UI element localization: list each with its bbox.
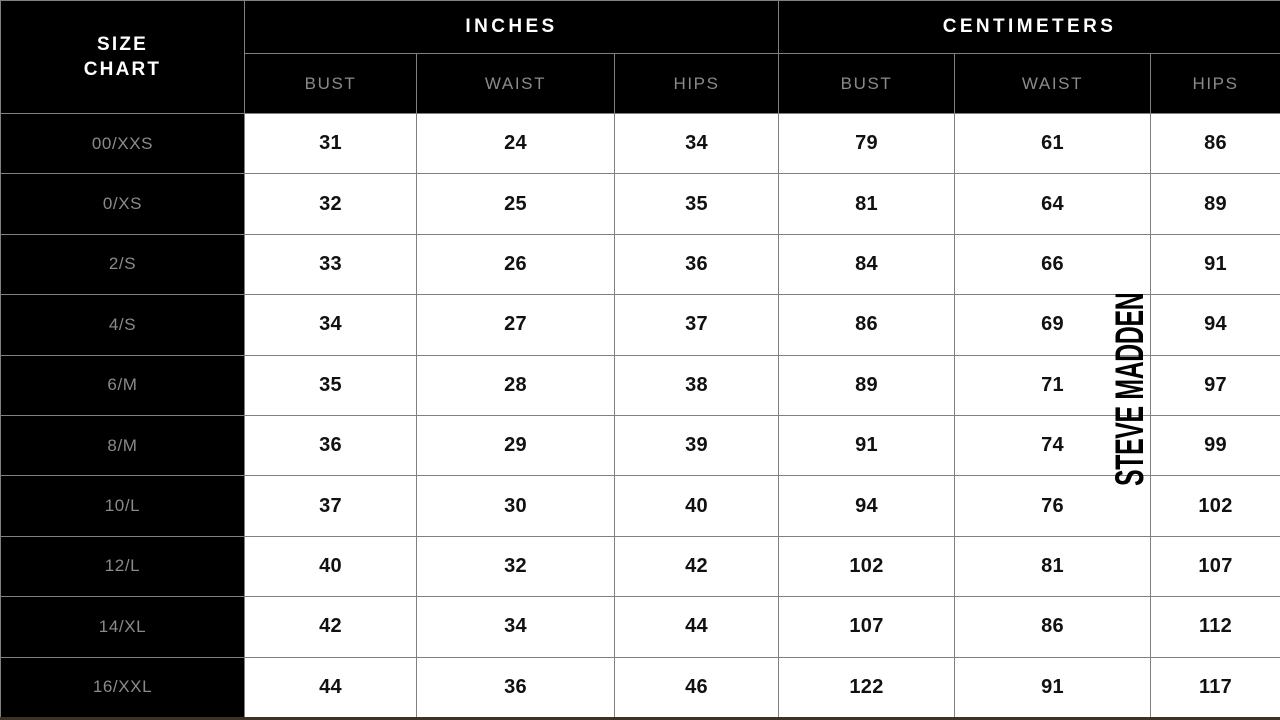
cell-inches-hips: 35 bbox=[613, 173, 780, 235]
cell-cm-bust: 84 bbox=[778, 233, 956, 296]
size-label-cell: 10/L bbox=[0, 475, 245, 537]
column-header-cm-bust: BUST bbox=[778, 53, 956, 114]
cell-cm-hips: 117 bbox=[1150, 656, 1280, 718]
size-label-cell: 16/XXL bbox=[0, 656, 245, 718]
cell-inches-bust: 40 bbox=[244, 535, 417, 598]
cell-inches-waist: 25 bbox=[416, 173, 615, 235]
cell-inches-waist: 28 bbox=[416, 354, 615, 416]
cell-cm-hips: 107 bbox=[1150, 535, 1280, 598]
size-label-cell: 8/M bbox=[0, 414, 245, 477]
unit-group-centimeters: CENTIMETERS bbox=[778, 0, 1280, 54]
cell-cm-bust: 107 bbox=[778, 596, 956, 658]
cell-inches-bust: 31 bbox=[244, 112, 417, 175]
unit-group-inches: INCHES bbox=[243, 0, 780, 54]
size-label-cell: 14/XL bbox=[0, 596, 245, 658]
column-header-inches-bust: BUST bbox=[244, 53, 417, 114]
cell-inches-hips: 46 bbox=[613, 656, 780, 718]
size-label-cell: 0/XS bbox=[0, 173, 245, 235]
table-row: 6/M 35 28 38 89 71 97 bbox=[0, 354, 1280, 416]
column-header-cm-waist: WAIST bbox=[954, 53, 1152, 114]
cell-inches-waist: 36 bbox=[416, 656, 615, 718]
cell-cm-waist: 71 bbox=[954, 354, 1152, 416]
cell-cm-hips: 99 bbox=[1150, 414, 1280, 477]
cell-inches-waist: 27 bbox=[416, 294, 615, 356]
column-header-inches-hips: HIPS bbox=[613, 53, 780, 114]
cell-inches-waist: 34 bbox=[416, 596, 615, 658]
cell-inches-bust: 35 bbox=[244, 354, 417, 416]
size-chart-title-line-1: SIZE bbox=[96, 33, 149, 55]
size-label-cell: 2/S bbox=[0, 233, 245, 296]
cell-inches-waist: 30 bbox=[416, 475, 615, 537]
cell-cm-bust: 89 bbox=[778, 354, 956, 416]
table-row: 12/L 40 32 42 102 81 107 bbox=[0, 535, 1280, 598]
cell-inches-hips: 34 bbox=[613, 112, 780, 175]
cell-cm-hips: 89 bbox=[1150, 173, 1280, 235]
size-label-cell: 4/S bbox=[0, 294, 245, 356]
cell-inches-bust: 37 bbox=[244, 475, 417, 537]
table-head: SIZE CHART INCHES CENTIMETERS BUST WAIST… bbox=[0, 0, 1280, 114]
unit-group-header-row: SIZE CHART INCHES CENTIMETERS bbox=[0, 0, 1280, 114]
cell-cm-bust: 86 bbox=[778, 294, 956, 356]
cell-cm-waist: 91 bbox=[954, 656, 1152, 718]
table-row: 00/XXS 31 24 34 79 61 86 bbox=[0, 112, 1280, 175]
cell-inches-bust: 36 bbox=[244, 414, 417, 477]
cell-cm-waist: 64 bbox=[954, 173, 1152, 235]
cell-inches-hips: 44 bbox=[613, 596, 780, 658]
size-label-cell: 00/XXS bbox=[0, 112, 245, 175]
cell-inches-hips: 42 bbox=[613, 535, 780, 598]
column-header-cm-hips: HIPS bbox=[1150, 53, 1280, 114]
size-chart-title-line-2: CHART bbox=[83, 59, 162, 80]
size-label-cell: 12/L bbox=[0, 535, 245, 598]
table-row: 8/M 36 29 39 91 74 99 bbox=[0, 414, 1280, 477]
cell-inches-hips: 40 bbox=[613, 475, 780, 537]
cell-inches-hips: 36 bbox=[613, 233, 780, 296]
cell-cm-waist: 81 bbox=[954, 535, 1152, 598]
table-row: 2/S 33 26 36 84 66 91 bbox=[0, 233, 1280, 296]
size-label-cell: 6/M bbox=[0, 354, 245, 416]
cell-cm-hips: 112 bbox=[1150, 596, 1280, 658]
cell-inches-bust: 32 bbox=[244, 173, 417, 235]
cell-cm-waist: 61 bbox=[954, 112, 1152, 175]
cell-cm-bust: 94 bbox=[778, 475, 956, 537]
cell-inches-hips: 37 bbox=[613, 294, 780, 356]
cell-cm-hips: 102 bbox=[1150, 475, 1280, 537]
cell-cm-waist: 66 bbox=[954, 233, 1152, 296]
cell-inches-waist: 29 bbox=[416, 414, 615, 477]
cell-cm-bust: 79 bbox=[778, 112, 956, 175]
cell-cm-hips: 91 bbox=[1150, 233, 1280, 296]
table-body: 00/XXS 31 24 34 79 61 86 0/XS 32 25 35 81 64 89 2/S 33 2… bbox=[0, 112, 1280, 718]
cell-cm-bust: 81 bbox=[778, 173, 956, 235]
table-row: 10/L 37 30 40 94 76 102 bbox=[0, 475, 1280, 537]
cell-inches-waist: 26 bbox=[416, 233, 615, 296]
table-row: 4/S 34 27 37 86 69 94 bbox=[0, 294, 1280, 356]
cell-cm-bust: 122 bbox=[778, 656, 956, 718]
table-row: 16/XXL 44 36 46 122 91 117 bbox=[0, 656, 1280, 718]
cell-cm-hips: 86 bbox=[1150, 112, 1280, 175]
cell-cm-waist: 74 bbox=[954, 414, 1152, 477]
cell-cm-hips: 97 bbox=[1150, 354, 1280, 416]
cell-inches-waist: 24 bbox=[416, 112, 615, 175]
cell-cm-waist: 76 bbox=[954, 475, 1152, 537]
cell-cm-waist: 69 bbox=[954, 294, 1152, 356]
cell-cm-bust: 91 bbox=[778, 414, 956, 477]
bottom-rule bbox=[0, 717, 1280, 720]
cell-inches-hips: 39 bbox=[613, 414, 780, 477]
cell-inches-waist: 32 bbox=[416, 535, 615, 598]
table-row: 0/XS 32 25 35 81 64 89 bbox=[0, 173, 1280, 235]
cell-inches-bust: 33 bbox=[244, 233, 417, 296]
cell-cm-bust: 102 bbox=[778, 535, 956, 598]
cell-inches-bust: 44 bbox=[244, 656, 417, 718]
cell-inches-bust: 34 bbox=[244, 294, 417, 356]
cell-inches-hips: 38 bbox=[613, 354, 780, 416]
cell-cm-waist: 86 bbox=[954, 596, 1152, 658]
column-header-inches-waist: WAIST bbox=[416, 53, 615, 114]
measurement-header-row: BUST WAIST HIPS BUST WAIST HIPS bbox=[1, 53, 1280, 114]
cell-inches-bust: 42 bbox=[244, 596, 417, 658]
size-chart-title: SIZE CHART bbox=[0, 0, 245, 114]
table-row: 14/XL 42 34 44 107 86 112 bbox=[0, 596, 1280, 658]
cell-cm-hips: 94 bbox=[1150, 294, 1280, 356]
